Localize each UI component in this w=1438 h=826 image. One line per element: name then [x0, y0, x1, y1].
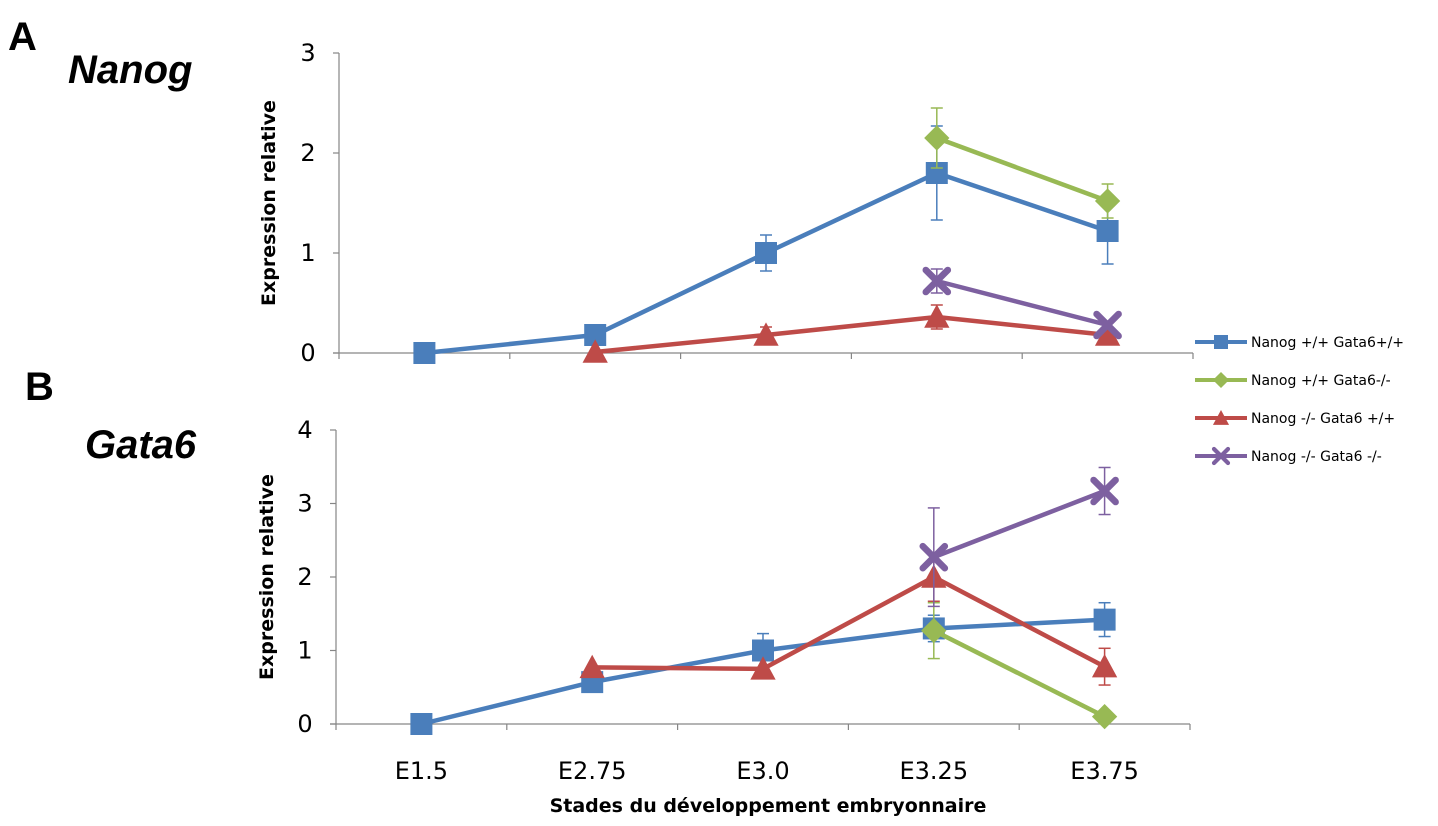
y-tick-label-nanog: 2: [300, 139, 315, 167]
data-point: [1091, 654, 1118, 678]
x-axis-title: Stades du développement embryonnaire: [550, 795, 987, 817]
x-tick-label: E1.5: [395, 757, 448, 785]
series-line: [594, 314, 1108, 355]
x-tick-label: E3.0: [736, 757, 789, 785]
y-axis-title-gata6: Expression relative: [256, 474, 278, 680]
data-point: [924, 125, 950, 151]
data-point: [582, 339, 608, 363]
x-tick-label: E2.75: [558, 757, 627, 785]
y-tick-label-gata6: 4: [297, 416, 312, 444]
data-point: [922, 266, 952, 296]
legend-marker: [1212, 371, 1230, 389]
legend-marker: [1211, 446, 1231, 466]
data-point: [1094, 322, 1121, 346]
series-nanog-3: [922, 266, 1122, 340]
series-nanog-0: [413, 125, 1119, 364]
series-gata6-1: [921, 601, 1118, 730]
panel-letter-a: A: [8, 15, 37, 59]
data-point: [753, 322, 779, 346]
panel-title-gata6: Gata6: [85, 423, 197, 467]
y-tick-label-nanog: 0: [300, 339, 315, 367]
data-point: [1093, 608, 1116, 631]
data-point: [1096, 220, 1119, 242]
panel-title-nanog: Nanog: [68, 48, 192, 92]
plot-area-gata6: 0 1 2 3 4 E1.5 E2.75 E3.0 E3.25 E3.75: [297, 416, 1191, 785]
data-point: [1091, 704, 1118, 730]
legend-item: Nanog +/+ Gata6-/-: [1195, 371, 1391, 389]
legend-label: Nanog -/- Gata6 -/-: [1251, 449, 1382, 465]
y-tick-label-gata6: 1: [297, 637, 312, 665]
legend-label: Nanog -/- Gata6 +/+: [1251, 411, 1395, 427]
data-point: [579, 654, 605, 679]
legend-item: Nanog -/- Gata6 -/-: [1195, 446, 1382, 466]
series-nanog-2: [582, 304, 1121, 363]
y-tick-label-nanog: 3: [300, 39, 315, 67]
plot-area-nanog: 0 1 2 3: [300, 39, 1194, 367]
data-point: [1094, 188, 1121, 214]
data-point: [921, 618, 947, 644]
data-point: [1093, 310, 1122, 340]
legend-marker: [1212, 409, 1230, 425]
legend: Nanog +/+ Gata6+/+ Nanog +/+ Gata6-/- Nano…: [1195, 335, 1404, 466]
data-point: [750, 656, 776, 680]
legend-label: Nanog +/+ Gata6-/-: [1251, 373, 1391, 389]
data-point: [924, 304, 950, 328]
legend-marker: [1214, 335, 1228, 349]
series-line: [936, 278, 1109, 328]
panel-letter-b: B: [25, 365, 54, 409]
data-point: [919, 542, 949, 572]
series-nanog-1: [924, 107, 1121, 219]
legend-item: Nanog +/+ Gata6+/+: [1195, 335, 1404, 351]
y-tick-label-gata6: 0: [297, 710, 312, 738]
x-tick-label: E3.75: [1070, 757, 1139, 785]
data-point: [413, 342, 436, 364]
data-point: [1090, 476, 1119, 506]
series-line: [932, 488, 1106, 560]
series-line: [936, 135, 1109, 204]
x-tick-label: E3.25: [899, 757, 968, 785]
data-point: [752, 639, 774, 662]
data-point: [755, 242, 777, 264]
y-tick-label-gata6: 2: [297, 563, 312, 591]
series-line: [932, 628, 1106, 719]
series-gata6-3: [919, 466, 1119, 608]
y-tick-label-gata6: 3: [297, 490, 312, 518]
series-gata6-2: [579, 551, 1118, 686]
y-axis-title-nanog: Expression relative: [258, 100, 280, 306]
series-line: [592, 574, 1106, 672]
legend-item: Nanog -/- Gata6 +/+: [1195, 409, 1395, 427]
data-point: [410, 713, 433, 735]
data-point: [584, 324, 607, 346]
y-tick-label-nanog: 1: [300, 239, 315, 267]
legend-label: Nanog +/+ Gata6+/+: [1251, 335, 1404, 351]
